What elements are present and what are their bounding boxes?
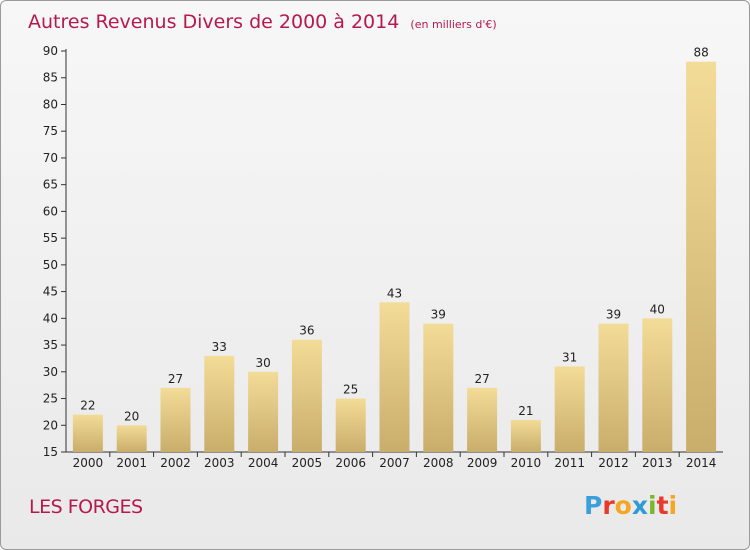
x-tick-label: 2006: [335, 456, 366, 470]
logo-letter: t: [656, 491, 669, 520]
x-tick-label: 2000: [73, 456, 104, 470]
y-tick-label: 35: [43, 338, 58, 352]
bar: [423, 323, 454, 452]
y-tick-label: 50: [43, 258, 58, 272]
bar-value-label: 22: [80, 399, 95, 413]
bar-value-label: 21: [518, 404, 533, 418]
x-tick-label: 2010: [511, 456, 542, 470]
x-tick-label: 2005: [292, 456, 323, 470]
logo-letter: x: [631, 491, 648, 520]
bar: [467, 387, 498, 452]
logo-letter: P: [584, 491, 603, 520]
chart-title: Autres Revenus Divers de 2000 à 2014: [28, 11, 400, 33]
logo-letter: r: [602, 491, 615, 520]
y-tick-label: 80: [43, 97, 58, 111]
commune-name: LES FORGES: [29, 496, 143, 518]
y-tick-label: 15: [43, 445, 58, 459]
bar: [248, 371, 279, 452]
x-tick-label: 2004: [248, 456, 279, 470]
bar: [686, 61, 717, 453]
logo-letter: i: [668, 491, 678, 520]
y-tick-label: 40: [43, 311, 58, 325]
bar: [642, 318, 673, 452]
bar: [335, 398, 366, 452]
bar: [160, 387, 191, 452]
chart-title-block: Autres Revenus Divers de 2000 à 2014 (en…: [28, 11, 497, 33]
bar-value-label: 33: [212, 340, 227, 354]
x-tick-label: 2007: [379, 456, 410, 470]
bar-value-label: 27: [168, 372, 183, 386]
x-tick-label: 2011: [554, 456, 585, 470]
y-tick-label: 45: [43, 285, 58, 299]
logo-letter: i: [648, 491, 657, 520]
bar-value-label: 39: [431, 308, 446, 322]
x-tick-label: 2014: [686, 456, 717, 470]
bar: [116, 425, 147, 452]
bar: [291, 339, 322, 452]
bar: [72, 414, 103, 452]
bar: [598, 323, 629, 452]
y-tick-label: 90: [43, 44, 58, 58]
bar-value-label: 31: [562, 350, 577, 364]
y-tick-label: 85: [43, 71, 58, 85]
bar: [379, 302, 410, 452]
x-tick-label: 2008: [423, 456, 454, 470]
bar-value-label: 39: [606, 308, 621, 322]
y-tick-label: 30: [43, 365, 58, 379]
bar-value-label: 30: [255, 356, 270, 370]
y-tick-label: 25: [43, 392, 58, 406]
proxiti-logo: Proxiti: [584, 491, 677, 520]
y-tick-label: 60: [43, 204, 58, 218]
y-tick-label: 75: [43, 124, 58, 138]
x-tick-label: 2001: [116, 456, 147, 470]
bar-value-label: 20: [124, 409, 139, 423]
bar: [510, 419, 541, 452]
y-tick-label: 70: [43, 151, 58, 165]
bar: [554, 366, 585, 452]
chart-subtitle: (en milliers d'€): [410, 18, 497, 31]
bar-value-label: 25: [343, 383, 358, 397]
x-tick-label: 2012: [598, 456, 629, 470]
bar-value-label: 88: [693, 46, 708, 60]
y-tick-label: 65: [43, 178, 58, 192]
bar-value-label: 40: [650, 302, 665, 316]
bar-value-label: 27: [474, 372, 489, 386]
x-tick-label: 2009: [467, 456, 498, 470]
logo-letter: o: [614, 491, 632, 520]
x-tick-label: 2013: [642, 456, 673, 470]
x-tick-label: 2002: [160, 456, 191, 470]
y-tick-label: 55: [43, 231, 58, 245]
x-tick-label: 2003: [204, 456, 235, 470]
bar-value-label: 36: [299, 324, 314, 338]
bar: [204, 355, 235, 452]
bar-value-label: 43: [387, 286, 402, 300]
y-tick-label: 20: [43, 418, 58, 432]
